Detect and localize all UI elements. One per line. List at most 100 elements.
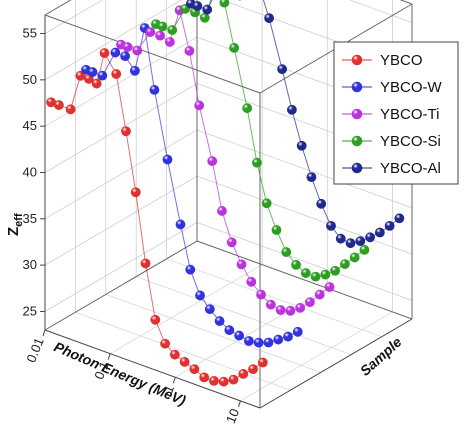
data-point — [283, 331, 293, 342]
data-point — [314, 289, 325, 300]
grid-line — [136, 276, 352, 355]
series-layer — [46, 0, 405, 387]
data-point — [185, 264, 196, 275]
z-tick-label: 35 — [23, 211, 37, 226]
data-point — [167, 25, 178, 35]
data-point — [99, 48, 110, 58]
data-point — [157, 21, 168, 32]
series-ybco-w — [81, 23, 303, 348]
legend-item: YBCO-Al — [342, 160, 441, 177]
data-point — [384, 220, 395, 231]
data-point — [244, 336, 254, 346]
x-axis-line — [44, 329, 261, 409]
series-line — [155, 0, 365, 278]
data-point — [110, 47, 121, 58]
x-tick-mark — [107, 353, 111, 360]
data-point — [228, 374, 239, 385]
data-point — [326, 220, 336, 231]
legend-marker — [351, 135, 363, 147]
data-point — [261, 198, 272, 209]
data-point — [132, 45, 143, 56]
legend-label: YBCO — [380, 52, 423, 69]
data-point — [121, 126, 131, 137]
legend-marker — [351, 162, 363, 174]
grid-line — [75, 311, 291, 391]
grid-line — [44, 83, 198, 173]
legend-marker — [351, 81, 363, 93]
frame-edge — [399, 0, 413, 5]
z-tick-label: 30 — [23, 257, 37, 272]
grid-line — [44, 0, 104, 34]
data-point — [87, 67, 98, 77]
data-point — [291, 259, 301, 270]
data-point — [330, 265, 341, 276]
data-point — [169, 349, 180, 360]
data-point — [120, 51, 131, 62]
data-point — [335, 233, 346, 244]
data-point — [359, 244, 370, 255]
data-point — [184, 46, 195, 56]
series-ybco-al — [186, 0, 405, 249]
data-point — [91, 78, 102, 89]
grid-line — [196, 129, 413, 209]
legend-item: YBCO-Ti — [342, 106, 439, 123]
y-axis-line — [259, 318, 413, 409]
data-point — [339, 259, 350, 269]
x-axis-label: Photon Energy (MeV) — [52, 338, 189, 408]
frame-edge — [196, 240, 413, 320]
data-point — [122, 42, 133, 52]
y-axis-label: Sample — [357, 334, 405, 379]
grid-line — [348, 0, 413, 23]
data-point — [257, 357, 268, 368]
data-point — [111, 69, 122, 79]
data-point — [214, 316, 225, 326]
z-tick-label: 55 — [23, 26, 37, 41]
grid-line — [175, 287, 328, 378]
data-point — [209, 375, 219, 386]
z-axis-label-sub: eff — [13, 213, 25, 227]
data-point — [155, 30, 165, 41]
data-point — [253, 337, 264, 348]
data-point — [365, 232, 375, 243]
x-tick-mark — [237, 400, 241, 408]
data-point — [256, 289, 266, 300]
data-point — [296, 140, 307, 151]
data-point — [207, 156, 218, 166]
legend-label: YBCO-Si — [380, 133, 441, 150]
data-point — [229, 42, 240, 53]
data-point — [281, 247, 292, 257]
data-point — [271, 225, 282, 235]
grid-line — [166, 258, 382, 338]
data-point — [150, 314, 161, 325]
grid-line — [44, 222, 198, 312]
data-point — [265, 299, 276, 310]
data-point — [97, 70, 108, 81]
z-axis-label: Zeff — [5, 213, 25, 236]
data-point — [374, 227, 385, 238]
data-point — [310, 271, 321, 282]
data-point — [234, 330, 245, 341]
data-point — [264, 13, 275, 24]
grid-line — [196, 175, 413, 255]
data-point — [140, 258, 151, 269]
data-point — [252, 157, 262, 168]
data-point — [175, 219, 186, 230]
data-point — [160, 338, 170, 349]
data-point — [164, 37, 175, 47]
data-point — [194, 100, 205, 111]
data-point — [217, 206, 227, 216]
legend-label: YBCO-Ti — [380, 106, 439, 123]
z-tick-label: 25 — [23, 303, 37, 318]
data-point — [345, 238, 356, 249]
data-point — [224, 325, 235, 336]
data-point — [236, 259, 247, 270]
grid-line — [44, 175, 198, 266]
data-point — [306, 172, 317, 183]
data-point — [192, 1, 203, 11]
x-tick-label: 0.1 — [91, 359, 112, 381]
data-point — [246, 276, 257, 287]
grid-line — [109, 264, 263, 354]
grid-line — [44, 0, 183, 81]
